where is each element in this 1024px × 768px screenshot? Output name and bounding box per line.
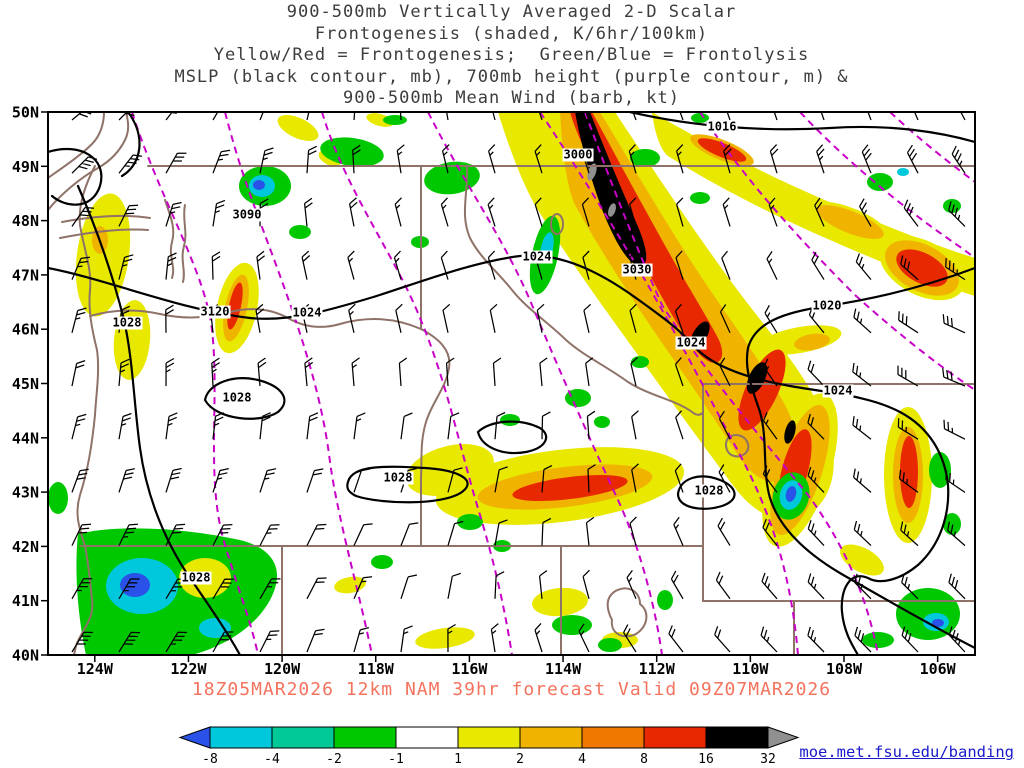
colorbar-segment [457,726,521,749]
y-axis-label: 43N [12,484,39,502]
x-axis-label: 114W [545,660,582,678]
x-axis-label: 106W [920,660,957,678]
colorbar-tick-label: 2 [516,752,524,767]
y-axis-label: 42N [12,538,39,556]
colorbar-segment [209,726,273,749]
x-axis-label: 110W [732,660,769,678]
x-axis-label: 116W [451,660,488,678]
colorbar-tick-label: 4 [578,752,586,767]
colorbar-segment [333,726,397,749]
colorbar-tick-label: -2 [326,752,342,767]
y-axis-label: 47N [12,266,39,284]
credit-link[interactable]: moe.met.fsu.edu/banding [799,743,1014,761]
colorbar-segment [271,726,335,749]
y-axis-label: 49N [12,158,39,176]
colorbar: -8 -4 -2 -1 1 2 4 8 16 32 [178,726,800,767]
colorbar-tick-label: 8 [640,752,648,767]
colorbar-above-arrow [767,726,800,749]
forecast-caption: 18Z05MAR2026 12km NAM 39hr forecast Vali… [191,679,832,700]
y-axis-label: 50N [12,104,39,122]
colorbar-segment [395,726,459,749]
x-axis-label: 118W [358,660,395,678]
y-axis-label: 41N [12,592,39,610]
x-axis-label: 124W [77,660,114,678]
title-line-3: Yellow/Red = Frontogenesis; Green/Blue =… [213,45,810,65]
title-line-2: Frontogenesis (shaded, K/6hr/100km) [314,23,709,44]
colorbar-segment [643,726,707,749]
shading-layer [48,112,975,655]
y-axis-label: 45N [12,375,39,393]
x-axis-label: 112W [639,660,676,678]
y-axis-label: 46N [12,321,39,339]
y-axis-label: 48N [12,212,39,230]
colorbar-tick-label: 16 [698,752,714,767]
y-axis-label: 40N [12,647,39,665]
colorbar-tick-label: 32 [760,752,776,767]
colorbar-segment [519,726,583,749]
x-axis-label: 108W [826,660,863,678]
colorbar-tick-label: -1 [388,752,404,767]
colorbar-segment [581,726,645,749]
colorbar-tick-label: -8 [202,752,218,767]
colorbar-below-arrow [178,726,211,749]
height-contours [131,112,975,655]
x-axis-label: 122W [170,660,207,678]
axis-labels: 50N 49N 48N 47N 46N 45N 44N 43N 42N 41N 40N 124W 122… [12,104,957,679]
title-line-4: MSLP (black contour, mb), 700mb height (… [174,66,849,87]
y-axis-label: 44N [12,429,39,447]
x-axis-label: 120W [264,660,301,678]
title-line-5: 900-500mb Mean Wind (barb, kt) [342,88,681,108]
colorbar-tick-label: -4 [264,752,280,767]
colorbar-segment [705,726,769,749]
colorbar-tick-label: 1 [454,752,462,767]
chart-title-block: 900-500mb Vertically Averaged 2-D Scalar… [48,2,975,110]
state-borders [48,112,975,655]
title-line-1: 900-500mb Vertically Averaged 2-D Scalar [286,2,737,22]
